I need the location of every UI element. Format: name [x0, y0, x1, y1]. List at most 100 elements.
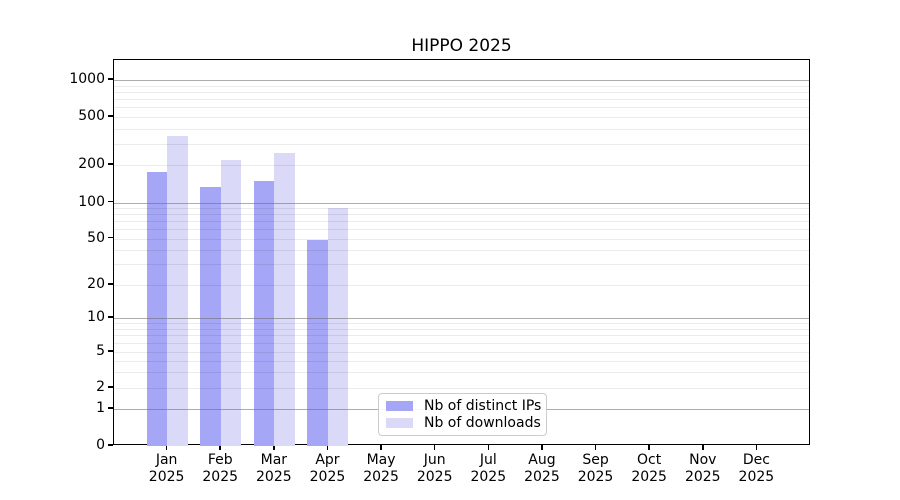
month-label: May [366, 452, 396, 468]
major-gridline [114, 202, 809, 204]
y-tick-mark [108, 386, 113, 388]
month-label: Mar [260, 452, 288, 468]
x-tick-label-aug: Aug 2025 [515, 452, 569, 486]
legend-label-distinct-ips: Nb of distinct IPs [424, 398, 542, 415]
minor-gridline [114, 335, 809, 337]
x-tick-label-nov: Nov 2025 [676, 452, 730, 486]
minor-gridline [114, 372, 809, 374]
month-label: Oct [637, 452, 662, 468]
bar-distinct-ips-jan [146, 172, 168, 446]
legend-label-downloads: Nb of downloads [424, 414, 541, 431]
x-tick-mark [433, 445, 436, 450]
y-tick-mark [108, 407, 113, 409]
major-gridline [114, 80, 809, 81]
x-tick-label-dec: Dec 2025 [729, 452, 783, 486]
year-label: 2025 [256, 469, 292, 485]
minor-gridline [114, 352, 809, 353]
minor-gridline [114, 343, 809, 345]
month-label: Jun [423, 452, 446, 468]
y-tick-mark [108, 236, 113, 239]
x-tick-label-mar: Mar 2025 [247, 452, 301, 486]
minor-gridline [114, 143, 809, 145]
x-tick-label-jul: Jul 2025 [461, 452, 515, 486]
x-tick-label-apr: Apr 2025 [300, 452, 354, 486]
minor-gridline [114, 214, 809, 216]
year-label: 2025 [416, 469, 453, 485]
y-tick-label: 20 [87, 276, 105, 292]
month-label: Nov [689, 452, 717, 468]
year-label: 2025 [577, 469, 614, 485]
y-tick-label: 50 [87, 229, 105, 246]
bar-distinct-ips-feb [200, 187, 221, 446]
chart-title: HIPPO 2025 [411, 36, 512, 56]
y-tick-mark [108, 115, 113, 117]
x-tick-mark [594, 445, 597, 450]
y-tick-mark [108, 350, 113, 352]
minor-gridline [114, 165, 809, 166]
legend-swatch-downloads [386, 417, 413, 428]
month-label: Feb [207, 452, 233, 468]
y-tick-label: 500 [78, 108, 105, 124]
minor-gridline [114, 221, 809, 223]
bar-distinct-ips-apr [307, 239, 328, 446]
legend-item-downloads: Nb of downloads [386, 414, 541, 431]
y-tick-label: 1 [96, 400, 105, 416]
bar-downloads-apr [327, 207, 349, 446]
x-tick-label-sep: Sep 2025 [569, 452, 623, 486]
legend: Nb of distinct IPs Nb of downloads [378, 393, 547, 436]
x-tick-mark [273, 445, 275, 450]
x-tick-mark [219, 445, 222, 450]
plot-area [113, 59, 810, 446]
x-tick-mark [701, 445, 704, 450]
bar-downloads-jan [167, 135, 188, 446]
minor-gridline [114, 360, 809, 362]
minor-gridline [114, 99, 809, 101]
major-gridline [114, 318, 809, 319]
minor-gridline [114, 388, 809, 389]
y-tick-label: 10 [87, 309, 105, 325]
minor-gridline [114, 264, 809, 266]
x-tick-label-jun: Jun 2025 [408, 452, 462, 486]
y-tick-mark [108, 163, 113, 165]
year-label: 2025 [363, 469, 399, 485]
x-tick-label-oct: Oct 2025 [622, 452, 676, 486]
month-label: Jan [155, 452, 178, 468]
year-label: 2025 [631, 469, 667, 485]
year-label: 2025 [470, 469, 507, 485]
month-label: Sep [582, 452, 609, 468]
month-label: Aug [528, 452, 556, 468]
minor-gridline [114, 128, 809, 130]
year-label: 2025 [148, 469, 185, 485]
x-tick-mark [326, 445, 329, 450]
year-label: 2025 [202, 469, 239, 485]
x-tick-label-feb: Feb 2025 [193, 452, 247, 486]
y-tick-label: 2 [96, 379, 105, 395]
minor-gridline [114, 249, 809, 251]
legend-item-distinct-ips: Nb of distinct IPs [386, 398, 542, 415]
year-label: 2025 [524, 469, 560, 485]
y-tick-label: 100 [78, 193, 105, 210]
x-tick-label-jan: Jan 2025 [140, 452, 194, 486]
y-tick-mark [108, 200, 113, 203]
x-tick-label-may: May 2025 [354, 452, 408, 486]
x-tick-mark [165, 445, 168, 450]
minor-gridline [114, 207, 809, 209]
minor-gridline [114, 117, 809, 118]
x-tick-mark [487, 445, 490, 450]
x-tick-mark [380, 445, 382, 450]
y-tick-label: 1000 [69, 71, 105, 87]
y-tick-label: 5 [96, 343, 105, 359]
minor-gridline [114, 107, 809, 109]
bar-downloads-mar [274, 153, 295, 446]
month-label: Jul [479, 452, 497, 468]
minor-gridline [114, 285, 809, 286]
year-label: 2025 [309, 469, 346, 485]
x-tick-mark [541, 445, 543, 450]
minor-gridline [114, 91, 809, 93]
minor-gridline [114, 229, 809, 231]
month-label: Apr [315, 452, 340, 468]
year-label: 2025 [684, 469, 721, 485]
y-tick-mark [108, 444, 113, 446]
y-tick-label: 0 [96, 437, 105, 453]
y-tick-mark [108, 283, 113, 285]
